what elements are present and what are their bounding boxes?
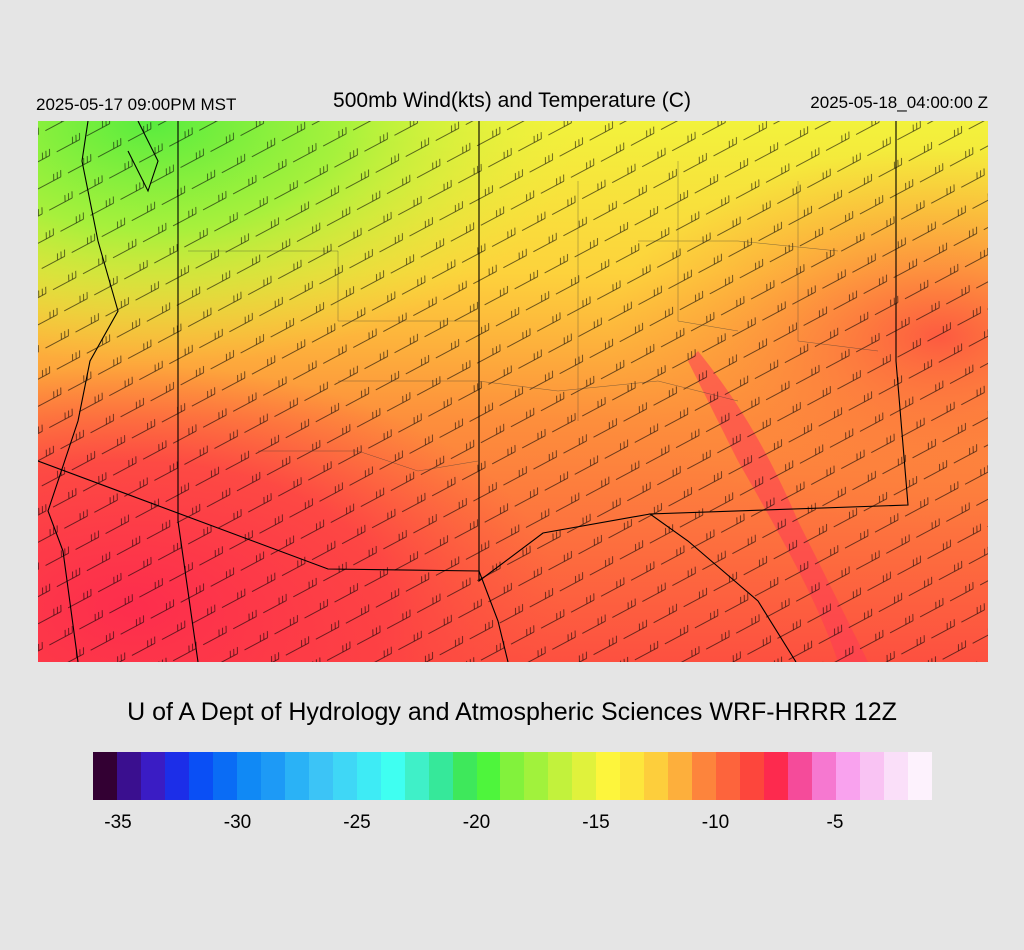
state-boundaries [38,121,909,662]
valid-time-local: 2025-05-17 09:00PM MST [36,95,237,114]
colorbar-swatch [476,752,501,800]
colorbar-ticks: -35 -30 -25 -20 -15 -10 -5 [0,812,1024,836]
colorbar-tick-label: -5 [826,812,844,833]
map-canvas [38,121,988,662]
colorbar-swatch [764,752,789,800]
colorbar-swatch [332,752,357,800]
colorbar-swatch [93,752,117,800]
colorbar-swatch [836,752,860,800]
colorbar-swatch [236,752,261,800]
colorbar-tick-label: -35 [104,812,132,833]
colorbar-tick-label: -15 [582,812,610,833]
colorbar-swatch [883,752,908,800]
colorbar-swatch [548,752,573,800]
colorbar-swatch [644,752,669,800]
temperature-wind-map [38,121,988,662]
colorbar-swatch [116,752,141,800]
colorbar-swatch [572,752,597,800]
colorbar-tick-label: -20 [462,812,491,833]
colorbar-swatch [596,752,621,800]
colorbar-swatch [524,752,549,800]
colorbar-tick-label: -30 [223,812,252,833]
colorbar-swatch [356,752,381,800]
colorbar-swatch [716,752,741,800]
colorbar-swatch [308,752,333,800]
model-credit: U of A Dept of Hydrology and Atmospheric… [127,698,897,726]
colorbar-tick-label: -25 [343,812,371,833]
temperature-colorbar [93,752,932,800]
county-boundaries [188,161,879,472]
colorbar-swatch [907,752,932,800]
colorbar-swatch [380,752,405,800]
colorbar-swatch [284,752,309,800]
colorbar-swatch [692,752,717,800]
colorbar-swatch [668,752,693,800]
valid-time-utc: 2025-05-18_04:00:00 Z [810,93,988,112]
colorbar-swatch [860,752,884,800]
colorbar-swatch [740,752,765,800]
colorbar-swatch [164,752,189,800]
colorbar-swatch [812,752,837,800]
colorbar-swatch [140,752,165,800]
colorbar-swatch [452,752,477,800]
colorbar-swatch [620,752,645,800]
colorbar-swatch [788,752,813,800]
wind-barbs [38,121,988,662]
colorbar-swatch [260,752,285,800]
colorbar-swatch [212,752,237,800]
colorbar-swatch [500,752,525,800]
colorbar-swatch [188,752,213,800]
colorbar-swatch [404,752,429,800]
colorbar-swatch [428,752,453,800]
colorbar-tick-label: -10 [701,812,730,833]
map-title: 500mb Wind(kts) and Temperature (C) [333,89,691,112]
